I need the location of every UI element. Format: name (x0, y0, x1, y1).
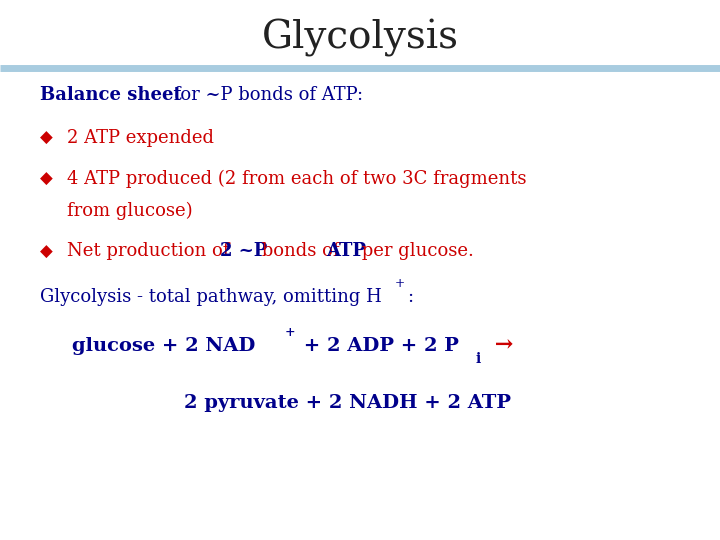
Text: :: : (408, 288, 414, 306)
Text: →: → (487, 334, 514, 356)
Text: glucose + 2 NAD: glucose + 2 NAD (72, 337, 256, 355)
Text: Balance sheet: Balance sheet (40, 86, 181, 104)
Text: + 2 ADP + 2 P: + 2 ADP + 2 P (297, 337, 459, 355)
Text: Net production of: Net production of (67, 242, 235, 260)
Text: from glucose): from glucose) (67, 202, 192, 220)
Text: 2 pyruvate + 2 NADH + 2 ATP: 2 pyruvate + 2 NADH + 2 ATP (184, 394, 510, 411)
Text: ◆: ◆ (40, 130, 53, 147)
Text: 2 ATP expended: 2 ATP expended (67, 129, 214, 147)
Text: bonds of: bonds of (256, 242, 346, 260)
Text: ◆: ◆ (40, 244, 53, 260)
Text: 4 ATP produced (2 from each of two 3C fragments: 4 ATP produced (2 from each of two 3C fr… (67, 170, 526, 187)
Text: Glycolysis: Glycolysis (261, 19, 459, 57)
Text: +: + (395, 277, 405, 291)
Text: ATP: ATP (326, 242, 366, 260)
Text: ◆: ◆ (40, 171, 53, 187)
Text: +: + (284, 326, 295, 339)
Text: for ~P bonds of ATP:: for ~P bonds of ATP: (168, 86, 363, 104)
Text: 2 ~P: 2 ~P (220, 242, 267, 260)
Text: Glycolysis - total pathway, omitting H: Glycolysis - total pathway, omitting H (40, 288, 382, 306)
Text: i: i (476, 352, 481, 366)
Text: per glucose.: per glucose. (356, 242, 474, 260)
